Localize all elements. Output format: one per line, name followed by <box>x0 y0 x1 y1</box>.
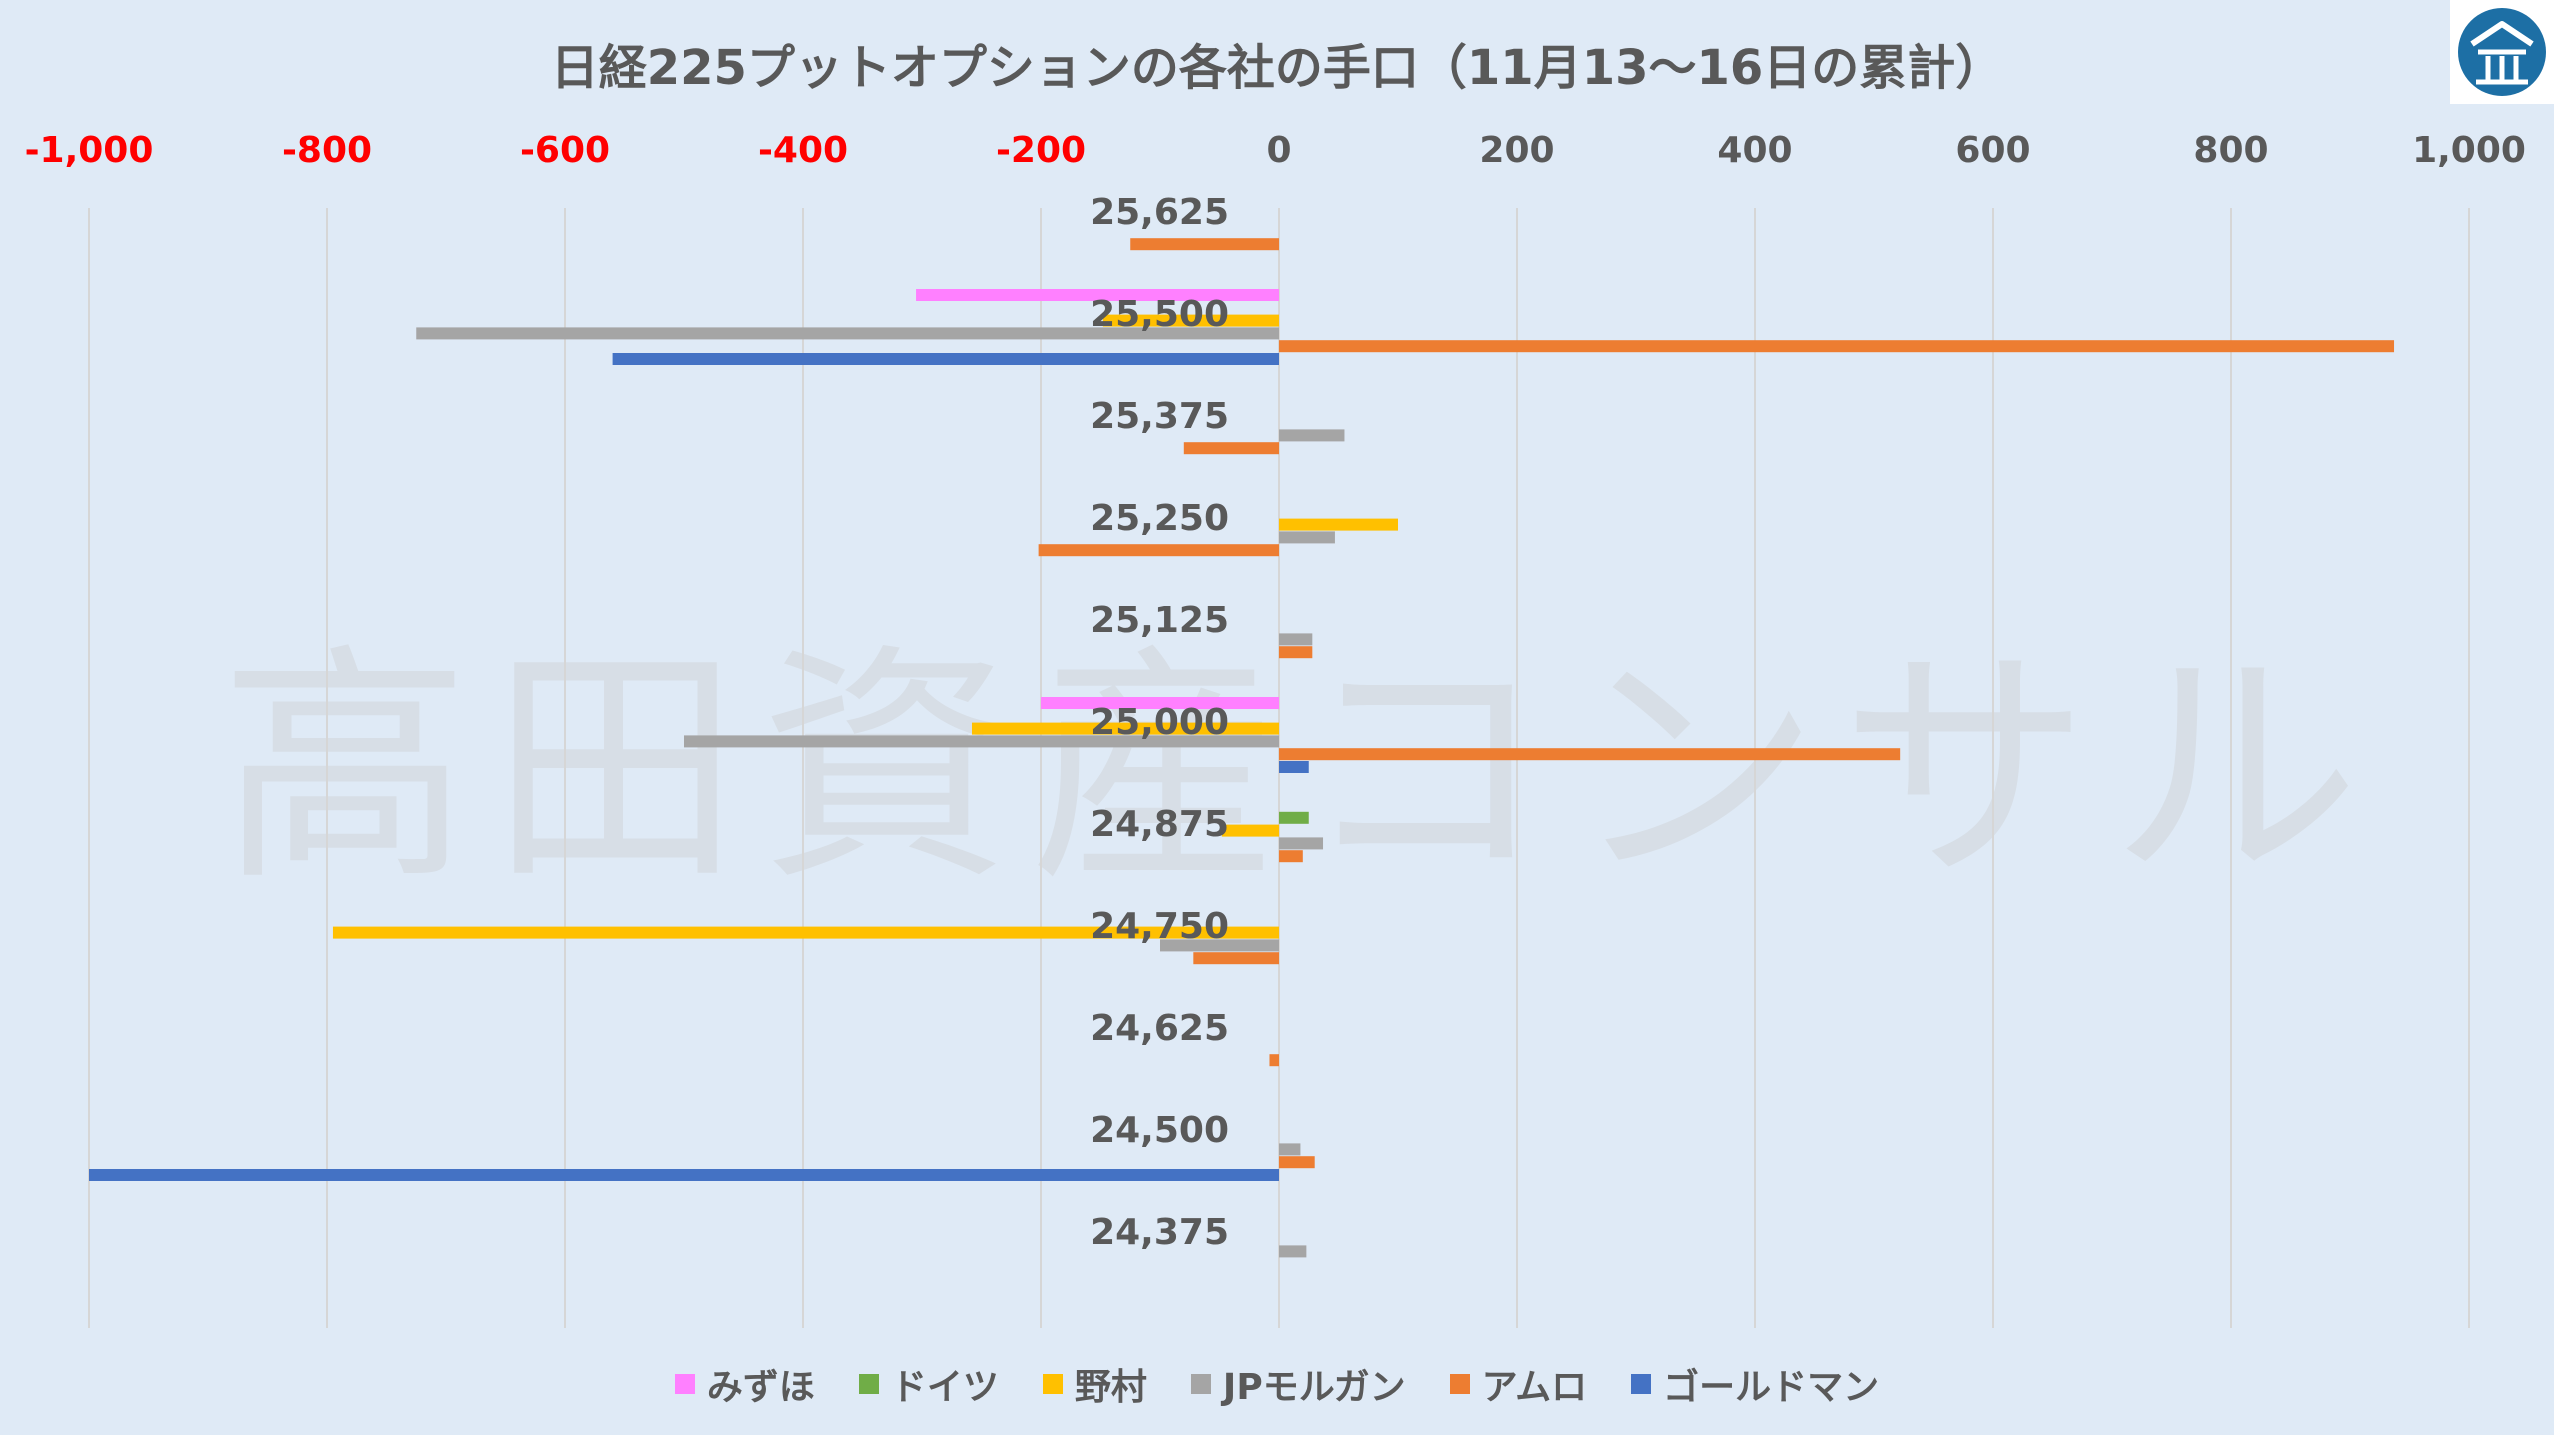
legend-swatch <box>858 1374 879 1394</box>
x-tick-label: 800 <box>2193 130 2268 171</box>
x-axis-ticks: -1,000 -800 -600 -400 -200 0 200 400 600 800 1,000 <box>25 130 2526 171</box>
bar <box>1193 952 1279 965</box>
bar <box>1279 1245 1307 1258</box>
bar <box>1279 340 2395 353</box>
logo-icon <box>2450 0 2554 104</box>
bar <box>1279 646 1313 659</box>
legend-swatch <box>1042 1374 1063 1394</box>
category-label: 24,750 <box>1090 906 1229 947</box>
bar <box>1041 697 1279 709</box>
legend-label: JPモルガン <box>1222 1367 1406 1408</box>
x-tick-label: 200 <box>1479 130 1554 171</box>
x-tick-label: -200 <box>996 130 1086 171</box>
x-tick-label: -800 <box>282 130 372 171</box>
x-tick-label: -600 <box>520 130 610 171</box>
legend-swatch <box>674 1374 695 1394</box>
bar <box>1279 748 1901 761</box>
legend-item: JPモルガン <box>1190 1358 1406 1410</box>
bar <box>1279 1143 1301 1156</box>
legend-item: 野村 <box>1042 1358 1147 1410</box>
bar <box>1279 633 1313 646</box>
bar <box>971 722 1279 735</box>
bar <box>1279 518 1398 531</box>
x-tick-label: -1,000 <box>25 130 154 171</box>
bar <box>1279 761 1309 773</box>
legend: みずほ ドイツ 野村 JPモルガン アムロ ゴールドマン <box>0 1358 2554 1410</box>
legend-label: アムロ <box>1481 1367 1588 1408</box>
legend-swatch <box>1631 1374 1652 1394</box>
bar <box>1279 837 1324 850</box>
category-label: 25,500 <box>1090 294 1229 335</box>
bar <box>416 327 1279 340</box>
bar <box>1279 850 1303 863</box>
gridlines <box>88 208 2470 1328</box>
category-label: 25,000 <box>1090 702 1229 743</box>
bar <box>916 289 1279 301</box>
category-label: 25,125 <box>1090 600 1229 641</box>
bar <box>1038 544 1279 557</box>
bars <box>89 238 2395 1258</box>
x-tick-label: -400 <box>758 130 848 171</box>
legend-item: みずほ <box>674 1358 815 1410</box>
bar <box>1221 824 1279 837</box>
legend-swatch <box>1190 1374 1211 1394</box>
category-label: 24,625 <box>1090 1008 1229 1049</box>
category-label: 24,875 <box>1090 804 1229 845</box>
legend-item: アムロ <box>1449 1358 1588 1410</box>
category-labels: 25,625 25,500 25,375 25,250 25,125 25,000 24,8… <box>1090 192 1229 1253</box>
bar <box>612 353 1279 365</box>
bar <box>1279 1156 1315 1169</box>
category-label: 25,375 <box>1090 396 1229 437</box>
bar <box>684 735 1279 748</box>
legend-label: みずほ <box>706 1367 815 1408</box>
legend-label: ドイツ <box>890 1367 999 1408</box>
legend-label: ゴールドマン <box>1663 1367 1880 1408</box>
x-tick-label: 400 <box>1717 130 1792 171</box>
bar <box>1130 238 1279 251</box>
bar <box>1102 314 1279 327</box>
chart-title: 日経225プットオプションの各社の手口（11月13〜16日の累計） <box>550 40 2004 96</box>
bar <box>332 926 1279 939</box>
bar <box>1279 531 1335 544</box>
category-label: 24,500 <box>1090 1110 1229 1151</box>
legend-item: ゴールドマン <box>1631 1358 1879 1410</box>
legend-swatch <box>1449 1374 1470 1394</box>
category-label: 25,250 <box>1090 498 1229 539</box>
bar <box>89 1169 1279 1181</box>
category-label: 24,375 <box>1090 1212 1229 1253</box>
bar <box>1279 429 1345 442</box>
legend-label: 野村 <box>1074 1367 1147 1408</box>
x-tick-label: 0 <box>1266 130 1291 171</box>
bar <box>1183 442 1279 455</box>
bar <box>1160 939 1279 952</box>
x-tick-label: 600 <box>1955 130 2030 171</box>
category-label: 25,625 <box>1090 192 1229 233</box>
bar <box>1269 1054 1279 1067</box>
legend-item: ドイツ <box>858 1358 999 1410</box>
x-tick-label: 1,000 <box>2412 130 2526 171</box>
bar <box>1279 811 1309 824</box>
